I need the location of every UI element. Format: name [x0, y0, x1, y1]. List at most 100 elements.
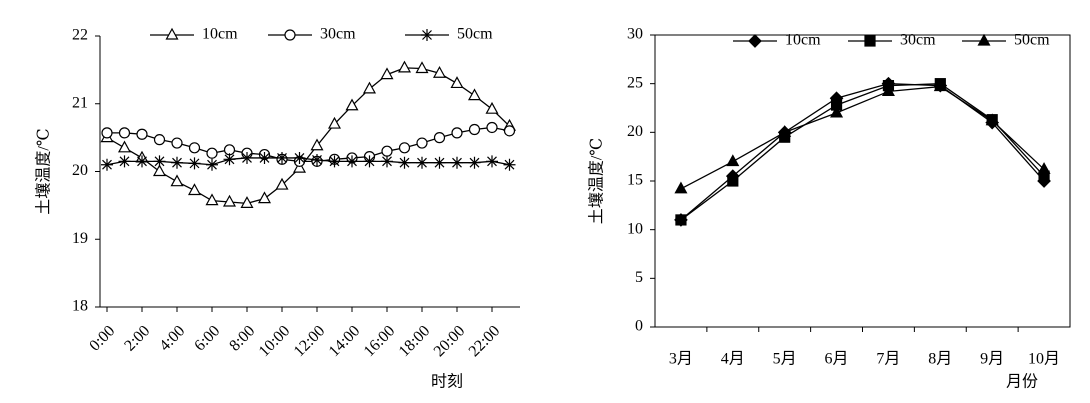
x-tick-label: 9月 [980, 351, 1004, 368]
marker [503, 125, 516, 137]
x-tick-label: 5月 [773, 351, 797, 368]
x-tick-label: 7月 [876, 351, 900, 368]
marker [363, 155, 376, 168]
marker [284, 29, 296, 41]
x-tick-label: 4:00 [156, 322, 188, 354]
marker [503, 158, 516, 171]
x-tick-label: 8:00 [226, 322, 258, 354]
marker [380, 67, 394, 80]
marker [397, 60, 412, 73]
marker [101, 158, 113, 171]
x-tick-label: 10月 [1028, 351, 1060, 368]
legend-label: 30cm [320, 26, 356, 43]
marker [467, 88, 482, 101]
marker [977, 33, 991, 46]
marker [171, 137, 183, 149]
marker [152, 164, 167, 177]
y-tick-label: 25 [627, 74, 643, 91]
marker [381, 145, 393, 157]
marker [276, 151, 288, 164]
x-tick-label: 2:00 [121, 322, 153, 354]
marker [205, 193, 219, 206]
marker [310, 138, 324, 151]
marker [136, 155, 148, 168]
y-axis-label: 土壤温度/℃ [34, 128, 53, 214]
marker [118, 127, 131, 139]
marker [257, 191, 272, 204]
marker [275, 177, 289, 190]
marker [293, 151, 306, 164]
marker [416, 156, 428, 169]
marker [451, 156, 463, 169]
marker [171, 156, 183, 169]
y-tick-label: 20 [72, 162, 88, 179]
x-axis-label: 月份 [1006, 373, 1038, 391]
marker [328, 155, 341, 168]
marker [432, 66, 447, 78]
marker [468, 156, 481, 169]
marker [398, 142, 411, 154]
marker [864, 35, 876, 47]
legend-label: 50cm [1014, 32, 1050, 49]
marker [101, 127, 113, 139]
marker [468, 123, 481, 136]
marker [675, 214, 687, 226]
legend-label: 30cm [900, 32, 936, 49]
marker [222, 194, 237, 207]
marker [415, 61, 429, 74]
y-tick-label: 5 [635, 269, 643, 286]
x-tick-label: 16:00 [361, 322, 399, 360]
marker [727, 175, 739, 187]
marker [118, 155, 131, 168]
x-tick-label: 22:00 [466, 322, 504, 360]
marker [985, 113, 999, 126]
marker [450, 76, 464, 89]
marker [258, 151, 271, 164]
marker [206, 158, 218, 171]
marker [421, 29, 433, 41]
marker [830, 105, 844, 118]
marker [153, 134, 166, 146]
y-tick-label: 21 [72, 94, 88, 111]
marker [416, 137, 428, 149]
marker [206, 147, 218, 159]
marker [362, 81, 377, 94]
x-tick-label: 6月 [825, 351, 849, 368]
marker [433, 156, 446, 169]
marker [223, 153, 236, 166]
marker [674, 181, 688, 194]
marker [153, 155, 166, 168]
marker [187, 183, 202, 196]
legend-label: 50cm [457, 26, 493, 43]
y-tick-label: 30 [627, 26, 643, 43]
x-tick-label: 0:00 [86, 322, 118, 354]
x-axis-label: 时刻 [431, 373, 463, 391]
marker [188, 157, 201, 170]
x-tick-label: 4月 [721, 351, 745, 368]
x-tick-label: 8月 [928, 351, 952, 368]
x-tick-label: 10:00 [256, 322, 294, 360]
marker [486, 155, 498, 168]
marker [327, 116, 342, 129]
x-tick-label: 18:00 [396, 322, 434, 360]
series-line [680, 83, 1045, 221]
y-tick-label: 19 [72, 230, 88, 247]
y-tick-label: 15 [627, 172, 643, 189]
y-tick-label: 18 [72, 298, 88, 315]
marker [933, 79, 947, 92]
marker [117, 140, 132, 153]
y-tick-label: 20 [627, 123, 643, 140]
marker [1037, 162, 1051, 174]
marker [240, 196, 254, 208]
marker [346, 155, 358, 168]
marker [748, 34, 762, 48]
y-tick-label: 22 [72, 27, 88, 44]
x-tick-label: 3月 [669, 351, 693, 368]
marker [451, 127, 463, 139]
y-tick-label: 10 [627, 220, 643, 237]
marker [345, 98, 359, 111]
y-tick-label: 0 [635, 318, 643, 335]
marker [311, 153, 323, 166]
x-tick-label: 14:00 [326, 322, 364, 360]
